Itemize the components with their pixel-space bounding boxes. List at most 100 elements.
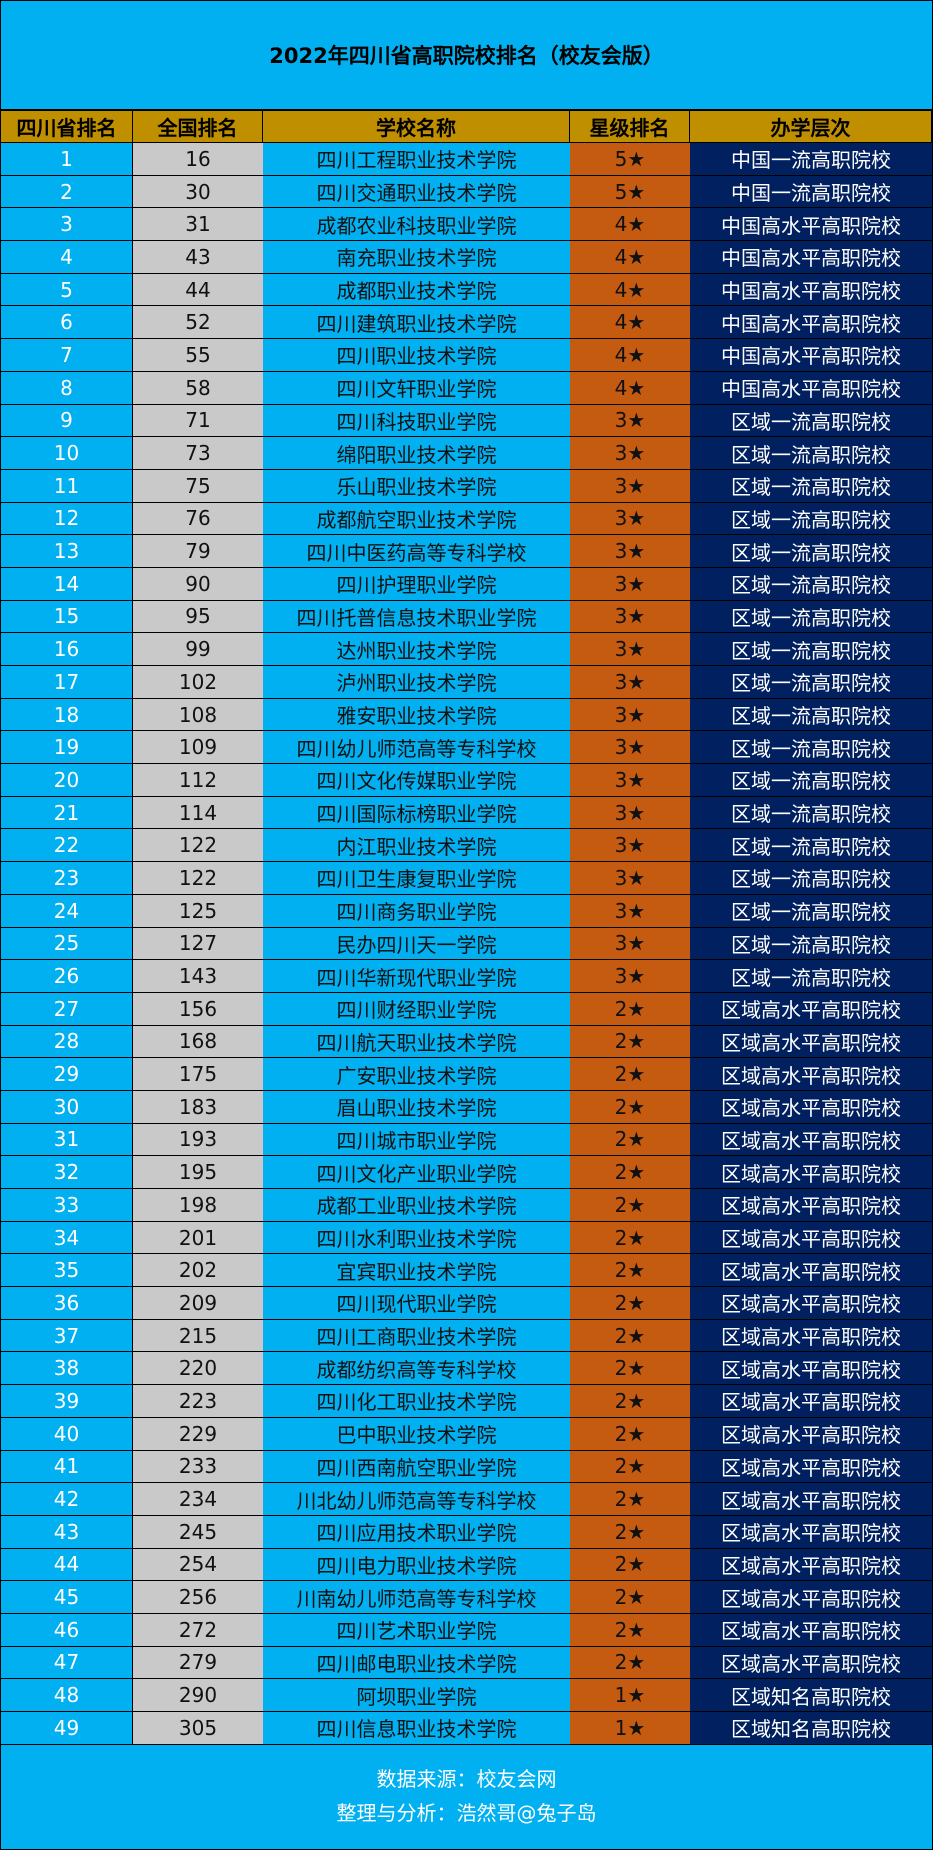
cell-star-rank: 3★: [570, 502, 690, 535]
cell-province-rank: 11: [1, 469, 133, 502]
cell-level: 区域高水平高职院校: [690, 1189, 932, 1221]
cell-province-rank: 7: [1, 339, 133, 371]
cell-school-name: 四川化工职业技术学院: [263, 1385, 570, 1417]
cell-province-rank: 13: [1, 535, 133, 567]
cell-school-name: 四川科技职业学院: [263, 404, 570, 437]
cell-school-name: 四川交通职业技术学院: [263, 175, 570, 208]
cell-level: 中国一流高职院校: [690, 143, 932, 175]
cell-level: 区域高水平高职院校: [690, 1025, 932, 1058]
cell-province-rank: 41: [1, 1450, 133, 1483]
cell-national-rank: 234: [133, 1483, 263, 1515]
table-row: 27 156 四川财经职业学院 2★ 区域高水平高职院校: [1, 991, 932, 1025]
cell-star-rank: 1★: [570, 1712, 690, 1744]
cell-national-rank: 202: [133, 1254, 263, 1287]
cell-national-rank: 209: [133, 1287, 263, 1319]
cell-national-rank: 71: [133, 404, 263, 437]
cell-star-rank: 2★: [570, 1385, 690, 1417]
cell-province-rank: 21: [1, 796, 133, 829]
cell-star-rank: 2★: [570, 1123, 690, 1156]
cell-level: 区域高水平高职院校: [690, 1548, 932, 1581]
table-row: 8 58 四川文轩职业学院 4★ 中国高水平高职院校: [1, 370, 932, 404]
cell-national-rank: 99: [133, 633, 263, 665]
cell-level: 区域一流高职院校: [690, 731, 932, 764]
table-row: 44 254 四川电力职业技术学院 2★ 区域高水平高职院校: [1, 1547, 932, 1581]
cell-national-rank: 272: [133, 1613, 263, 1646]
cell-province-rank: 29: [1, 1058, 133, 1090]
cell-star-rank: 3★: [570, 633, 690, 665]
cell-level: 区域一流高职院校: [690, 927, 932, 960]
cell-province-rank: 19: [1, 731, 133, 764]
table-row: 23 122 四川卫生康复职业学院 3★ 区域一流高职院校: [1, 861, 932, 894]
cell-school-name: 四川国际标榜职业学院: [263, 796, 570, 829]
cell-star-rank: 2★: [570, 1058, 690, 1090]
table-row: 25 127 民办四川天一学院 3★ 区域一流高职院校: [1, 926, 932, 960]
cell-national-rank: 143: [133, 960, 263, 992]
cell-star-rank: 2★: [570, 1025, 690, 1058]
table-row: 32 195 四川文化产业职业学院 2★ 区域高水平高职院校: [1, 1155, 932, 1188]
cell-star-rank: 2★: [570, 1352, 690, 1385]
cell-school-name: 四川城市职业学院: [263, 1123, 570, 1156]
cell-national-rank: 79: [133, 535, 263, 567]
header-school-name: 学校名称: [263, 111, 570, 142]
cell-level: 区域高水平高职院校: [690, 1123, 932, 1156]
cell-star-rank: 2★: [570, 1417, 690, 1450]
cell-school-name: 成都职业技术学院: [263, 273, 570, 306]
cell-national-rank: 108: [133, 698, 263, 731]
cell-school-name: 四川文化产业职业学院: [263, 1156, 570, 1188]
cell-level: 区域高水平高职院校: [690, 1287, 932, 1319]
cell-province-rank: 15: [1, 600, 133, 633]
cell-province-rank: 49: [1, 1712, 133, 1744]
cell-level: 区域一流高职院校: [690, 829, 932, 862]
cell-school-name: 达州职业技术学院: [263, 633, 570, 665]
cell-national-rank: 279: [133, 1646, 263, 1679]
table-row: 12 76 成都航空职业技术学院 3★ 区域一流高职院校: [1, 501, 932, 535]
cell-school-name: 四川中医药高等专科学校: [263, 535, 570, 567]
cell-school-name: 民办四川天一学院: [263, 927, 570, 960]
cell-school-name: 四川文化传媒职业学院: [263, 764, 570, 796]
cell-star-rank: 3★: [570, 535, 690, 567]
cell-province-rank: 31: [1, 1123, 133, 1156]
table-row: 11 75 乐山职业技术学院 3★ 区域一流高职院校: [1, 468, 932, 502]
cell-province-rank: 39: [1, 1385, 133, 1417]
table-row: 19 109 四川幼儿师范高等专科学校 3★ 区域一流高职院校: [1, 730, 932, 764]
table-row: 7 55 四川职业技术学院 4★ 中国高水平高职院校: [1, 338, 932, 371]
cell-national-rank: 256: [133, 1581, 263, 1613]
data-source: 数据来源：校友会网: [376, 1766, 557, 1791]
cell-level: 区域一流高职院校: [690, 633, 932, 665]
cell-level: 中国高水平高职院校: [690, 339, 932, 371]
cell-star-rank: 2★: [570, 1450, 690, 1483]
cell-province-rank: 35: [1, 1254, 133, 1287]
cell-star-rank: 5★: [570, 143, 690, 175]
cell-school-name: 四川托普信息技术职业学院: [263, 600, 570, 633]
cell-star-rank: 2★: [570, 1646, 690, 1679]
cell-star-rank: 2★: [570, 1189, 690, 1221]
cell-province-rank: 38: [1, 1352, 133, 1385]
cell-national-rank: 44: [133, 273, 263, 306]
cell-level: 中国高水平高职院校: [690, 306, 932, 339]
table-row: 46 272 四川艺术职业学院 2★ 区域高水平高职院校: [1, 1612, 932, 1646]
cell-level: 区域一流高职院校: [690, 862, 932, 894]
cell-level: 区域高水平高职院校: [690, 1515, 932, 1548]
cell-province-rank: 22: [1, 829, 133, 862]
cell-province-rank: 42: [1, 1483, 133, 1515]
cell-level: 区域一流高职院校: [690, 567, 932, 600]
table-row: 40 229 巴中职业技术学院 2★ 区域高水平高职院校: [1, 1416, 932, 1450]
cell-province-rank: 3: [1, 208, 133, 241]
cell-level: 区域高水平高职院校: [690, 1613, 932, 1646]
table-row: 17 102 泸州职业技术学院 3★ 区域一流高职院校: [1, 665, 932, 698]
cell-province-rank: 36: [1, 1287, 133, 1319]
table-row: 6 52 四川建筑职业技术学院 4★ 中国高水平高职院校: [1, 305, 932, 339]
table-row: 29 175 广安职业技术学院 2★ 区域高水平高职院校: [1, 1057, 932, 1090]
cell-level: 区域一流高职院校: [690, 404, 932, 437]
cell-province-rank: 18: [1, 698, 133, 731]
cell-national-rank: 229: [133, 1417, 263, 1450]
cell-province-rank: 16: [1, 633, 133, 665]
cell-province-rank: 30: [1, 1090, 133, 1123]
cell-school-name: 川北幼儿师范高等专科学校: [263, 1483, 570, 1515]
footer: 数据来源：校友会网 整理与分析：浩然哥@兔子岛: [1, 1743, 932, 1847]
cell-national-rank: 55: [133, 339, 263, 371]
cell-national-rank: 183: [133, 1090, 263, 1123]
cell-level: 中国高水平高职院校: [690, 273, 932, 306]
cell-star-rank: 3★: [570, 796, 690, 829]
cell-star-rank: 3★: [570, 666, 690, 698]
